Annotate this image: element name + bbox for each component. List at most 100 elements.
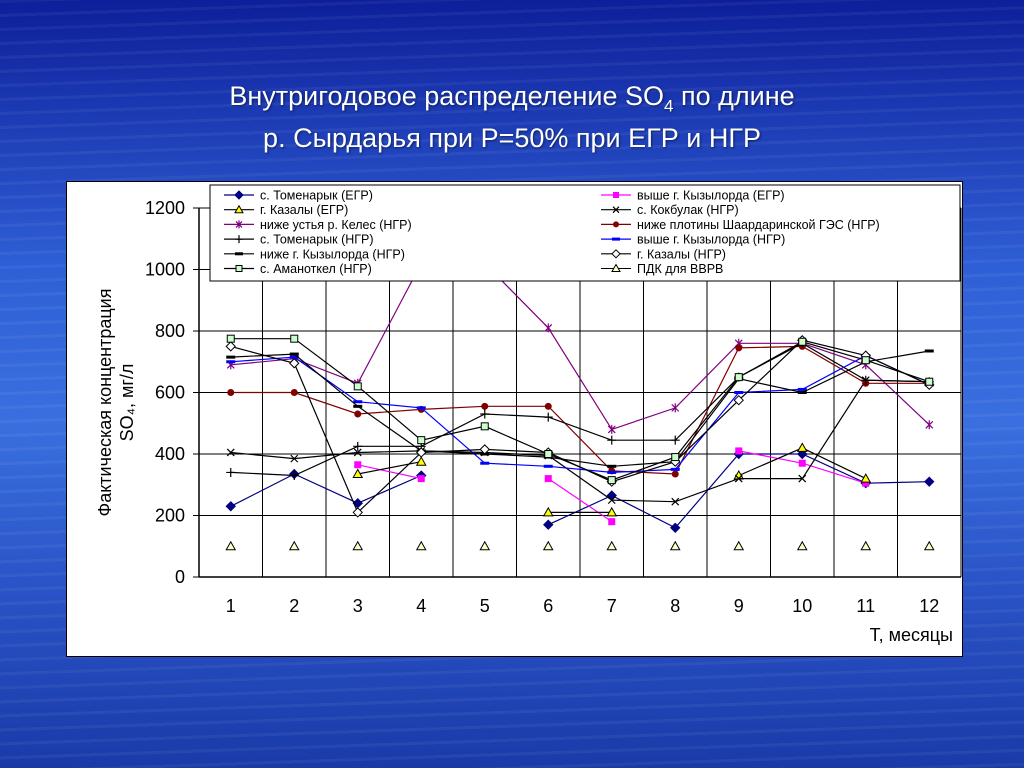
data-marker [235, 220, 243, 229]
data-marker [860, 473, 872, 483]
legend-label: г. Казалы (ЕГР) [260, 203, 348, 217]
data-marker [225, 341, 236, 352]
data-marker [797, 387, 807, 391]
data-marker [796, 442, 808, 452]
data-marker [608, 518, 616, 526]
legend-item: с. Кокбулак (НГР) [601, 203, 739, 217]
data-marker [798, 337, 807, 346]
data-marker [417, 475, 425, 483]
title-line1-suffix: по длине [673, 81, 795, 111]
legend-item: г. Казалы (НГР) [601, 247, 726, 261]
data-marker [543, 412, 553, 422]
x-tick-label: 3 [353, 596, 363, 616]
data-marker [797, 391, 807, 394]
series-line [230, 345, 930, 475]
data-marker [611, 263, 621, 272]
data-marker [415, 540, 427, 551]
data-marker [352, 540, 364, 551]
data-marker [670, 467, 680, 471]
legend-label: выше г. Кызылорда (ЕГР) [637, 189, 785, 203]
data-marker [542, 540, 554, 551]
data-marker [606, 490, 617, 501]
legend-item: выше г. Кызылорда (НГР) [601, 233, 785, 247]
x-tick-label: 9 [734, 596, 744, 616]
data-marker [479, 444, 490, 455]
legend-item: ПДК для ВВРВ [601, 262, 723, 276]
data-marker [924, 476, 935, 487]
data-marker [289, 358, 300, 369]
x-tick-label: 1 [226, 596, 236, 616]
data-marker [543, 464, 553, 468]
data-marker [798, 459, 806, 467]
legend-label: г. Казалы (НГР) [637, 247, 726, 261]
data-marker [353, 400, 363, 404]
legend-item: с. Томенарык (ЕГР) [224, 189, 373, 203]
data-marker [234, 204, 244, 214]
data-marker [925, 377, 934, 386]
data-marker [353, 404, 363, 408]
data-marker [606, 506, 618, 517]
legend-label: ниже устья р. Келес (НГР) [260, 218, 412, 232]
data-marker [227, 389, 235, 396]
slide-title-line2: р. Сырдарья при P=50% при ЕГР и НГР [263, 123, 761, 154]
data-marker [544, 323, 553, 333]
data-marker [290, 389, 298, 396]
data-marker [353, 441, 363, 451]
legend-label: с. Томенарык (НГР) [260, 233, 374, 247]
data-marker [734, 373, 743, 382]
data-marker [290, 334, 299, 343]
legend-label: ПДК для ВВРВ [637, 262, 723, 276]
data-marker [353, 382, 362, 391]
legend-box [209, 184, 961, 282]
x-tick-label: 6 [543, 596, 553, 616]
data-marker [925, 420, 934, 430]
y-tick-label: 1000 [145, 260, 185, 280]
x-tick-label: 8 [670, 596, 680, 616]
data-marker [226, 355, 236, 359]
x-axis-title: T, месяцы [870, 625, 953, 645]
legend-item: ниже плотины Шаардаринской ГЭС (НГР) [601, 218, 880, 232]
data-marker [416, 406, 426, 410]
y-tick-label: 600 [155, 383, 185, 403]
x-tick-label: 12 [919, 596, 939, 616]
data-marker [415, 456, 427, 466]
data-marker [225, 540, 237, 551]
data-marker [735, 344, 743, 352]
data-marker [289, 352, 299, 356]
series-line [230, 342, 930, 477]
data-marker [671, 470, 679, 478]
legend-item: г. Казалы (ЕГР) [224, 203, 348, 217]
data-marker [670, 522, 681, 534]
data-marker [860, 540, 872, 551]
data-marker [234, 190, 244, 200]
data-marker [354, 461, 362, 469]
series-line [230, 350, 930, 467]
data-marker [289, 355, 299, 359]
data-marker [671, 403, 680, 413]
data-marker [670, 435, 680, 445]
slide-title-line1: Внутригодовое распределение SO4 по длине [0, 80, 1024, 122]
y-tick-label: 200 [155, 506, 185, 526]
data-marker [544, 475, 552, 483]
legend-item: выше г. Кызылорда (ЕГР) [601, 189, 785, 203]
y-tick-label: 1200 [145, 198, 185, 218]
data-marker [235, 235, 243, 244]
legend-item: ниже устья р. Келес (НГР) [224, 218, 412, 232]
data-marker [352, 507, 363, 518]
legend-item: ниже г. Кызылорда (НГР) [224, 247, 405, 261]
x-tick-label: 10 [792, 596, 812, 616]
data-marker [226, 360, 236, 364]
data-marker [353, 448, 362, 457]
x-tick-label: 11 [856, 596, 875, 616]
series-6 [227, 342, 933, 478]
data-marker [226, 334, 235, 343]
series-line [230, 379, 930, 503]
data-marker [607, 424, 616, 434]
data-marker [923, 540, 935, 551]
x-tick-label: 2 [289, 596, 299, 616]
y-tick-label: 400 [155, 444, 185, 464]
legend-item: с. Томенарык (НГР) [224, 233, 374, 247]
legend-label: с. Кокбулак (НГР) [637, 203, 739, 217]
data-marker [235, 252, 243, 256]
